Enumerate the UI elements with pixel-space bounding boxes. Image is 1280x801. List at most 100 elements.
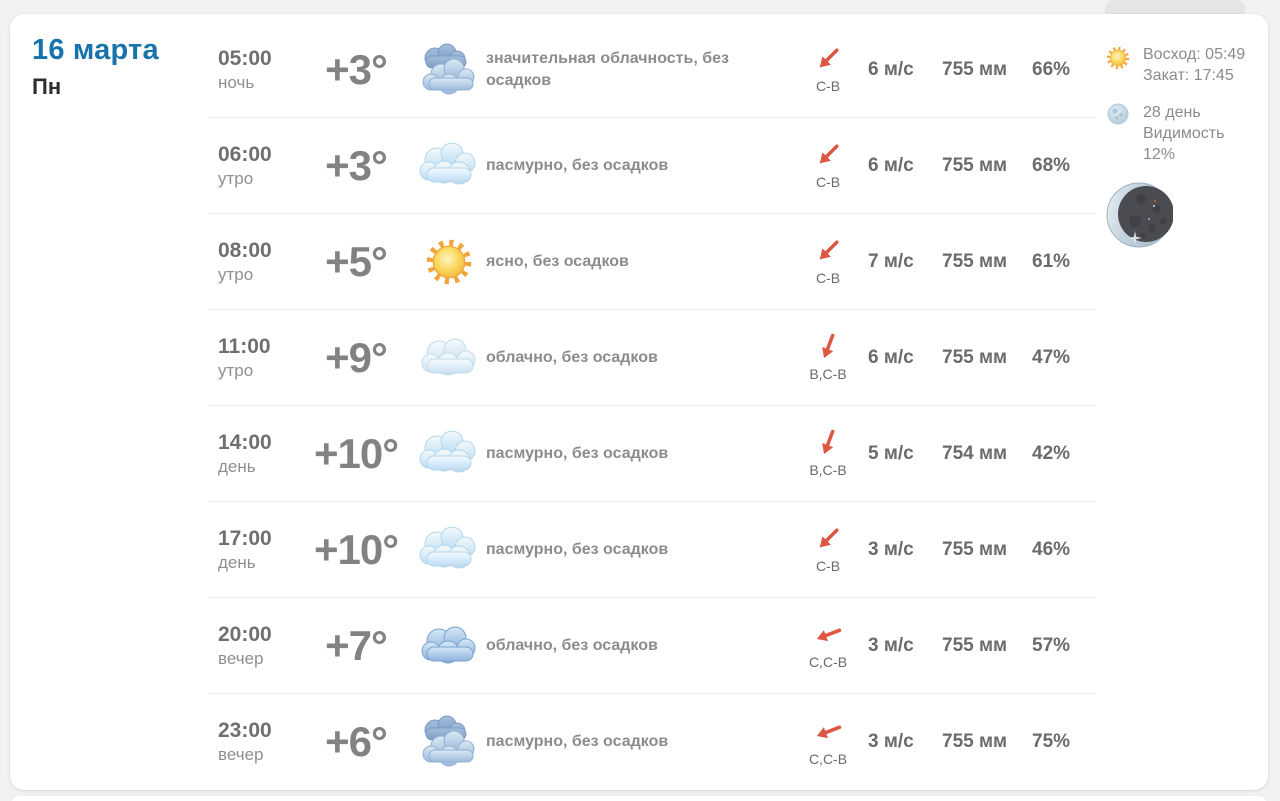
- time-cell: 23:00 вечер: [218, 719, 300, 765]
- time-value: 23:00: [218, 719, 272, 742]
- forecast-row-23-00: 23:00 вечер +6° пасмурно, без осадков С,…: [208, 694, 1094, 790]
- forecast-row-05-00: 05:00 ночь +3° значительная облачность, …: [208, 22, 1094, 118]
- time-period: утро: [218, 264, 254, 284]
- forecast-row-17-00: 17:00 день +10° пасмурно, без осадков С-…: [208, 502, 1094, 598]
- temperature-value: +7°: [325, 621, 388, 669]
- weather-description: облачно, без осадков: [486, 348, 658, 366]
- temperature-value: +10°: [313, 429, 399, 477]
- humidity-value: 68%: [1032, 154, 1071, 176]
- time-period: ночь: [218, 72, 255, 92]
- weather-description: пасмурно, без осадков: [486, 540, 669, 558]
- wind-direction-arrow-icon: [815, 45, 842, 72]
- time-cell: 11:00 утро: [218, 335, 300, 381]
- wind-speed-value: 6 м/с: [868, 154, 914, 176]
- wind-direction-label: С-В: [815, 78, 841, 94]
- wind-direction-arrow-icon: [815, 141, 842, 168]
- pressure-value: 755 мм: [942, 250, 1008, 272]
- weather-description: значительная облачность, без осадков: [486, 49, 729, 89]
- cloud-overcast-icon: [412, 138, 486, 194]
- wind-speed-value: 3 м/с: [868, 731, 914, 752]
- time-cell: 06:00 утро: [218, 143, 300, 189]
- wind-cell: С,С-В: [788, 718, 868, 767]
- wind-speed-value: 7 м/с: [868, 250, 914, 272]
- pressure-value: 755 мм: [942, 58, 1008, 80]
- wind-speed-value: 3 м/с: [868, 634, 914, 656]
- pressure-value: 755 мм: [942, 634, 1008, 656]
- time-cell: 05:00 ночь: [218, 47, 300, 93]
- wind-direction-arrow-icon: [810, 329, 846, 365]
- temperature-value: +5°: [325, 237, 388, 285]
- clouds-heavy-icon: [412, 714, 486, 770]
- sun-icon: [1103, 44, 1133, 86]
- wind-cell: В,С-В: [788, 429, 868, 478]
- weather-description: пасмурно, без осадков: [486, 733, 669, 751]
- sun-times: Восход: 05:49 Закат: 17:45: [1103, 44, 1275, 86]
- humidity-value: 46%: [1032, 538, 1071, 560]
- temperature-value: +10°: [313, 525, 399, 573]
- date-label: 16 марта: [32, 34, 159, 66]
- time-value: 17:00: [218, 526, 272, 550]
- wind-speed-value: 6 м/с: [868, 346, 914, 368]
- humidity-value: 61%: [1032, 250, 1071, 272]
- cloud-night-icon: [412, 618, 486, 674]
- cloud-overcast-icon: [412, 426, 486, 482]
- moon-visibility-label: Видимость: [1143, 125, 1225, 142]
- wind-direction-arrow-icon: [810, 617, 846, 653]
- time-value: 20:00: [218, 622, 272, 646]
- wind-direction-arrow-icon: [815, 525, 842, 552]
- wind-speed-value: 6 м/с: [868, 58, 914, 80]
- humidity-value: 57%: [1032, 634, 1071, 656]
- wind-cell: В,С-В: [788, 333, 868, 382]
- wind-speed-value: 5 м/с: [868, 442, 914, 464]
- humidity-value: 47%: [1032, 346, 1071, 368]
- wind-direction-label: С,С-В: [808, 750, 848, 767]
- forecast-table: 05:00 ночь +3° значительная облачность, …: [208, 22, 1094, 790]
- weather-description: пасмурно, без осадков: [486, 156, 669, 174]
- time-period: день: [218, 456, 256, 476]
- pressure-value: 754 мм: [942, 442, 1008, 464]
- moon-visibility-value: 12%: [1143, 146, 1176, 163]
- forecast-row-14-00: 14:00 день +10° пасмурно, без осадков В,…: [208, 406, 1094, 502]
- astro-sidebar: Восход: 05:49 Закат: 17:45 28 день Видим…: [1103, 44, 1275, 249]
- clouds-heavy-icon: [412, 42, 486, 98]
- next-day-card-edge: [10, 796, 1268, 801]
- wind-cell: С-В: [788, 141, 868, 190]
- pressure-value: 755 мм: [942, 154, 1008, 176]
- wind-direction-label: В,С-В: [809, 366, 847, 382]
- time-period: утро: [218, 360, 254, 380]
- weather-day-card: 16 марта Пн 05:00 ночь +3° значительная …: [10, 14, 1268, 790]
- cloud-overcast-icon: [412, 522, 486, 578]
- weather-description: облачно, без осадков: [486, 636, 658, 654]
- temperature-value: +3°: [325, 45, 388, 93]
- temperature-value: +3°: [325, 141, 388, 189]
- time-cell: 20:00 вечер: [218, 623, 300, 669]
- wind-cell: С-В: [788, 237, 868, 286]
- pressure-value: 755 мм: [942, 538, 1008, 560]
- time-cell: 14:00 день: [218, 431, 300, 477]
- pressure-value: 755 мм: [942, 346, 1008, 368]
- wind-direction-label: С-В: [815, 174, 841, 190]
- wind-speed-value: 3 м/с: [868, 538, 914, 560]
- wind-cell: С-В: [788, 45, 868, 94]
- time-value: 08:00: [218, 238, 272, 262]
- forecast-row-11-00: 11:00 утро +9° облачно, без осадков В,С-…: [208, 310, 1094, 406]
- moon-icon: [1103, 102, 1133, 165]
- weekday-label: Пн: [32, 74, 62, 99]
- date-header: 16 марта Пн: [32, 34, 159, 100]
- temperature-value: +9°: [325, 333, 388, 381]
- temperature-value: +6°: [325, 718, 388, 765]
- wind-direction-arrow-icon: [810, 425, 846, 461]
- time-value: 14:00: [218, 430, 272, 454]
- sunrise-label: Восход: 05:49: [1143, 46, 1246, 63]
- wind-direction-arrow-icon: [815, 237, 842, 264]
- pressure-value: 755 мм: [942, 731, 1008, 752]
- moon-day-label: 28 день: [1143, 104, 1201, 121]
- time-value: 05:00: [218, 46, 272, 70]
- weather-description: ясно, без осадков: [486, 252, 629, 270]
- moon-info: 28 день Видимость 12%: [1103, 102, 1275, 165]
- wind-direction-label: С,С-В: [808, 654, 848, 670]
- moon-phase-icon: [1105, 181, 1173, 249]
- weather-description: пасмурно, без осадков: [486, 444, 669, 462]
- sun-icon: [412, 234, 486, 290]
- wind-direction-arrow-icon: [810, 713, 846, 749]
